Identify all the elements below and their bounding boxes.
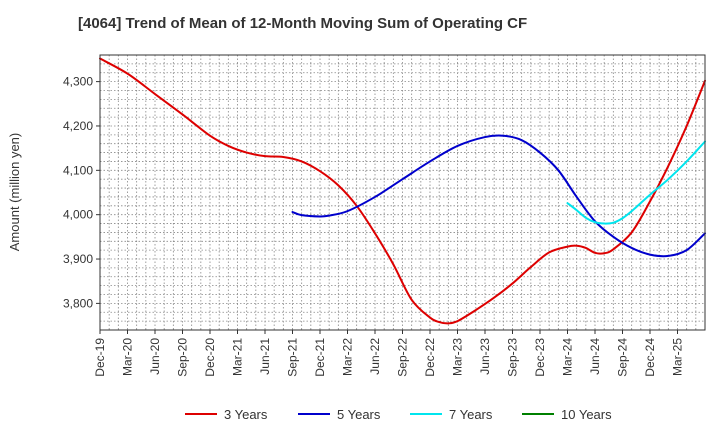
x-tick-label: Jun-24 xyxy=(588,338,602,375)
x-tick-label: Dec-19 xyxy=(93,338,107,377)
grid xyxy=(100,55,705,330)
x-tick-label: Dec-21 xyxy=(313,338,327,377)
x-tick-label: Mar-25 xyxy=(671,338,685,376)
y-tick-label: 4,000 xyxy=(63,208,93,222)
x-axis-ticks: Dec-19 Mar-20 Jun-20 Sep-20 Dec-20 Mar-21 Jun-… xyxy=(93,330,685,377)
x-tick-label: Jun-21 xyxy=(258,338,272,375)
y-tick-label: 4,300 xyxy=(63,75,93,89)
y-tick-label: 4,200 xyxy=(63,119,93,133)
x-tick-label: Jun-22 xyxy=(368,338,382,375)
x-tick-label: Jun-23 xyxy=(478,338,492,375)
x-tick-label: Sep-21 xyxy=(286,338,300,377)
x-tick-label: Sep-22 xyxy=(396,338,410,377)
series-line-5-years xyxy=(291,134,706,258)
legend-label-5-years: 5 Years xyxy=(337,407,381,422)
x-tick-label: Sep-20 xyxy=(176,338,190,377)
legend-label-10-years: 10 Years xyxy=(561,407,612,422)
series-line-7-years xyxy=(566,140,706,225)
legend: 3 Years 5 Years 7 Years 10 Years xyxy=(185,407,612,422)
legend-label-7-years: 7 Years xyxy=(449,407,493,422)
x-tick-label: Jun-20 xyxy=(148,338,162,375)
x-tick-label: Dec-24 xyxy=(643,338,657,377)
x-tick-label: Sep-23 xyxy=(506,338,520,377)
x-tick-label: Dec-22 xyxy=(423,338,437,377)
x-tick-label: Sep-24 xyxy=(616,338,630,377)
x-tick-label: Mar-20 xyxy=(121,338,135,376)
chart-title: [4064] Trend of Mean of 12-Month Moving … xyxy=(78,15,527,32)
x-tick-label: Mar-22 xyxy=(341,338,355,376)
x-tick-label: Mar-23 xyxy=(451,338,465,376)
legend-label-3-years: 3 Years xyxy=(224,407,268,422)
y-axis-label: Amount (million yen) xyxy=(7,133,22,252)
y-tick-label: 3,800 xyxy=(63,296,93,310)
x-tick-label: Mar-24 xyxy=(561,338,575,376)
x-tick-label: Dec-20 xyxy=(203,338,217,377)
x-tick-label: Dec-23 xyxy=(533,338,547,377)
series-lines xyxy=(99,57,706,325)
series-line-3-years xyxy=(99,57,706,325)
y-tick-label: 4,100 xyxy=(63,163,93,177)
x-tick-label: Mar-21 xyxy=(231,338,245,376)
y-tick-label: 3,900 xyxy=(63,252,93,266)
y-axis-ticks: 3,800 3,900 4,000 4,100 4,200 4,300 xyxy=(63,75,100,310)
